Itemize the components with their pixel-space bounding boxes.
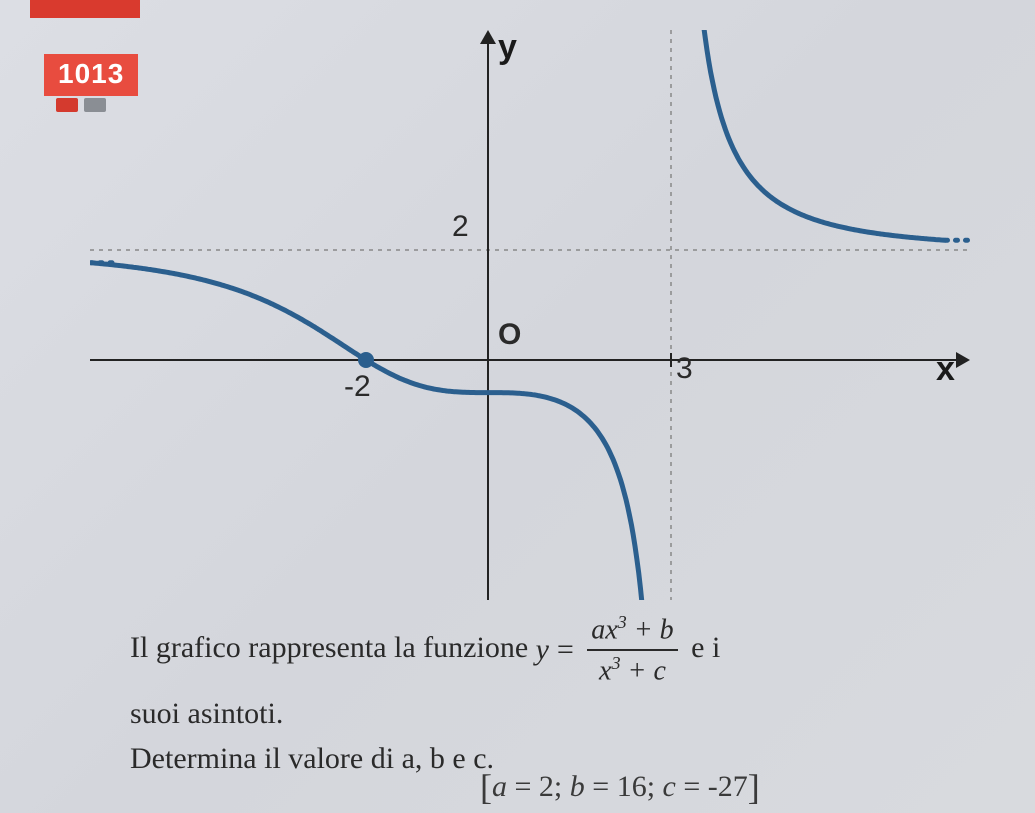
question-text: Il grafico rappresenta la funzione y= ax… — [130, 610, 1000, 783]
origin-label: O — [498, 318, 521, 352]
question-line2: suoi asintoti. — [130, 694, 1000, 735]
tick-x-3: 3 — [676, 352, 693, 386]
exercise-page: 1013 y x O 2 -2 3 Il grafico rappresenta… — [0, 0, 1035, 813]
y-axis-label: y — [498, 28, 517, 67]
question-line1-suffix: e i — [691, 631, 720, 664]
function-formula: y= ax3 + b x3 + c — [536, 610, 684, 690]
graph: y x O 2 -2 3 — [90, 30, 970, 600]
answer-key: [a = 2; b = 16; c = -27] — [480, 766, 760, 808]
tick-y-2: 2 — [452, 210, 469, 244]
tick-x-neg2: -2 — [344, 370, 371, 404]
top-accent-bar — [30, 0, 140, 18]
question-line1-prefix: Il grafico rappresenta la funzione — [130, 631, 536, 664]
x-axis-label: x — [936, 350, 955, 389]
